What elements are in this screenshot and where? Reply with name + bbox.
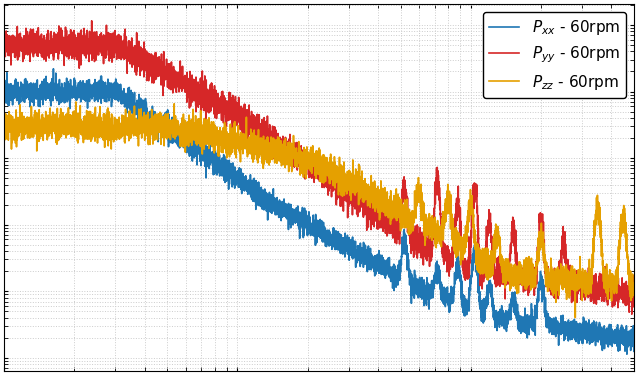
$P_{xx}$ - 60rpm <box>50 66 57 71</box>
$P_{yy}$ - 60rpm <box>630 295 637 299</box>
Legend: $P_{xx}$ - 60rpm, $P_{yy}$ - 60rpm, $P_{zz}$ - 60rpm: $P_{xx}$ - 60rpm, $P_{yy}$ - 60rpm, $P_{… <box>483 12 626 98</box>
$P_{yy}$ - 60rpm <box>470 192 478 196</box>
$P_{zz}$ - 60rpm <box>241 135 249 139</box>
$P_{zz}$ - 60rpm <box>72 100 80 104</box>
$P_{xx}$ - 60rpm <box>378 253 386 258</box>
$P_{xx}$ - 60rpm <box>115 89 122 94</box>
$P_{yy}$ - 60rpm <box>410 243 418 247</box>
$P_{xx}$ - 60rpm <box>623 352 631 356</box>
$P_{zz}$ - 60rpm <box>470 229 478 233</box>
$P_{xx}$ - 60rpm <box>518 326 526 330</box>
$P_{yy}$ - 60rpm <box>518 272 526 277</box>
$P_{yy}$ - 60rpm <box>378 219 386 224</box>
$P_{xx}$ - 60rpm <box>470 256 478 260</box>
$P_{zz}$ - 60rpm <box>572 315 579 320</box>
Line: $P_{xx}$ - 60rpm: $P_{xx}$ - 60rpm <box>4 69 634 354</box>
$P_{xx}$ - 60rpm <box>1 90 8 95</box>
Line: $P_{zz}$ - 60rpm: $P_{zz}$ - 60rpm <box>4 102 634 318</box>
$P_{zz}$ - 60rpm <box>518 283 526 288</box>
$P_{yy}$ - 60rpm <box>115 32 122 37</box>
$P_{xx}$ - 60rpm <box>630 349 637 354</box>
$P_{yy}$ - 60rpm <box>628 312 635 316</box>
$P_{zz}$ - 60rpm <box>378 192 386 197</box>
$P_{yy}$ - 60rpm <box>88 19 96 23</box>
$P_{zz}$ - 60rpm <box>115 123 122 128</box>
$P_{xx}$ - 60rpm <box>410 283 418 288</box>
$P_{xx}$ - 60rpm <box>241 180 249 184</box>
$P_{zz}$ - 60rpm <box>1 122 8 126</box>
$P_{zz}$ - 60rpm <box>410 215 418 219</box>
$P_{yy}$ - 60rpm <box>241 102 249 106</box>
$P_{yy}$ - 60rpm <box>1 44 8 48</box>
$P_{zz}$ - 60rpm <box>630 283 637 288</box>
Line: $P_{yy}$ - 60rpm: $P_{yy}$ - 60rpm <box>4 21 634 314</box>
